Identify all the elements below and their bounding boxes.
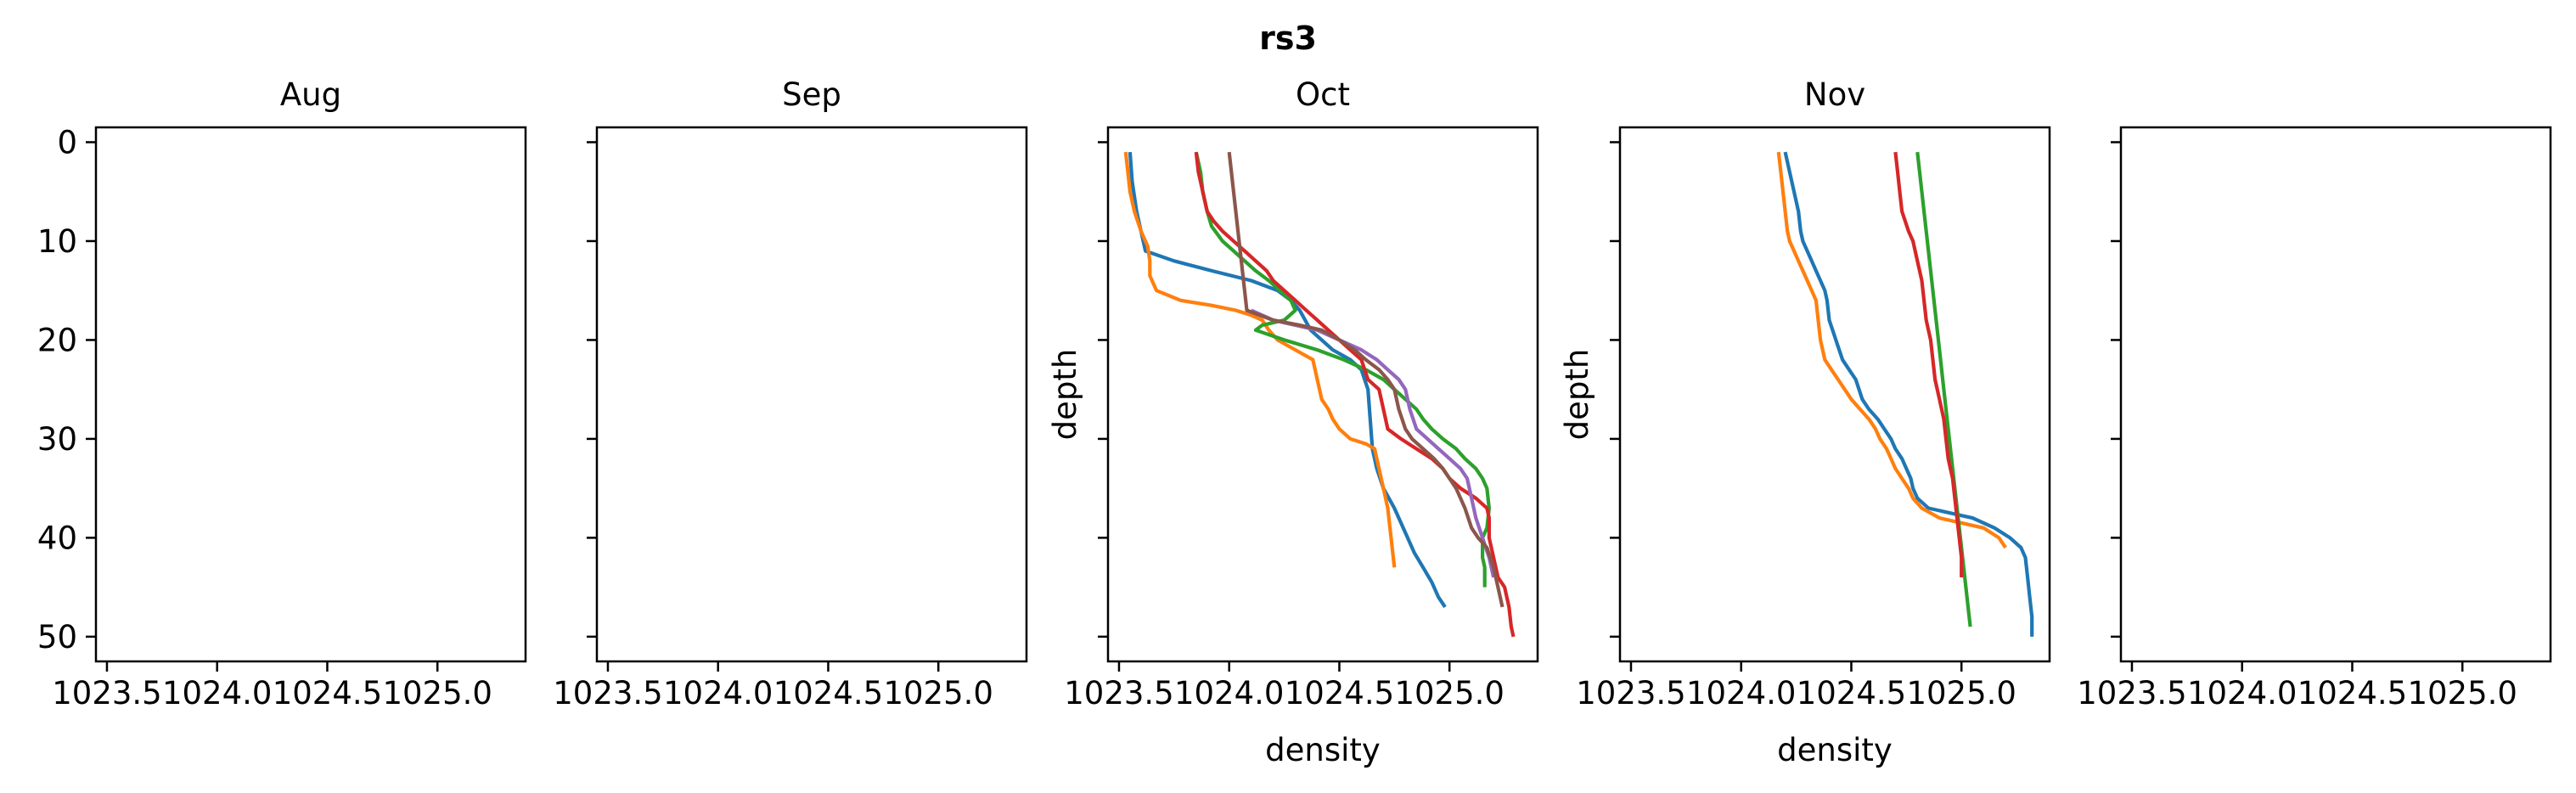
x-tick-label: 1024.0 xyxy=(2187,675,2297,711)
y-tick-label: 10 xyxy=(37,223,77,260)
y-tick-label: 50 xyxy=(37,619,77,655)
y-tick-label: 20 xyxy=(37,322,77,358)
panel-3: 1023.5 1024.0 1024.5 1025.0 Oct density depth xyxy=(1047,76,1539,768)
axes-frame xyxy=(1106,126,1539,663)
series-line-4 xyxy=(1194,151,1516,638)
series-line-2 xyxy=(1123,151,1397,568)
y-tick-label: 30 xyxy=(37,421,77,458)
series-line-3 xyxy=(1194,151,1491,588)
axes-frame xyxy=(2119,126,2552,663)
figure-title: rs3 xyxy=(1259,20,1317,57)
x-tick-label: 1024.0 xyxy=(1174,675,1284,711)
x-tick-label: 1024.5 xyxy=(773,675,883,711)
panel-2: 1023.5 1024.0 1024.5 1025.0 Sep xyxy=(553,76,1028,711)
y-tick-label: 0 xyxy=(57,124,77,160)
x-tick-label: 1023.5 xyxy=(52,675,161,711)
series-line-1 xyxy=(1783,151,2034,637)
x-tick-label: 1025.0 xyxy=(2407,675,2517,711)
series-line-1 xyxy=(1128,151,1447,609)
x-tick-label: 1023.5 xyxy=(2077,675,2186,711)
x-tick-label: 1025.0 xyxy=(382,675,492,711)
x-tick-label: 1024.5 xyxy=(273,675,382,711)
panel-title: Aug xyxy=(280,76,341,113)
x-tick-label: 1024.5 xyxy=(2298,675,2407,711)
panel-title: Nov xyxy=(1804,76,1865,113)
axes-frame xyxy=(94,126,527,663)
y-axis-label: depth xyxy=(1559,349,1595,441)
axes-frame xyxy=(595,126,1028,663)
series-line-2 xyxy=(1776,151,2007,549)
axes-frame xyxy=(1618,126,2051,663)
series-line-6 xyxy=(1227,151,1505,608)
x-tick-label: 1024.5 xyxy=(1285,675,1394,711)
x-tick-label: 1023.5 xyxy=(553,675,662,711)
panel-1: 1023.5 1024.0 1024.5 1025.0 0 10 20 30 40 50 Aug xyxy=(37,76,527,711)
x-tick-label: 1023.5 xyxy=(1064,675,1173,711)
panel-title: Oct xyxy=(1296,76,1350,113)
x-tick-label: 1025.0 xyxy=(1906,675,2016,711)
x-tick-label: 1023.5 xyxy=(1576,675,1685,711)
x-tick-label: 1025.0 xyxy=(883,675,993,711)
panel-5: 1023.5 1024.0 1024.5 1025.0 xyxy=(2077,126,2552,711)
panel-title: Sep xyxy=(782,76,841,113)
x-tick-label: 1024.5 xyxy=(1797,675,1906,711)
x-axis-label: density xyxy=(1265,732,1381,768)
x-tick-label: 1024.0 xyxy=(162,675,272,711)
x-axis-label: density xyxy=(1777,732,1893,768)
series-line-4 xyxy=(1893,151,1964,577)
x-tick-label: 1024.0 xyxy=(1686,675,1796,711)
panel-4: 1023.5 1024.0 1024.5 1025.0 Nov density depth xyxy=(1559,76,2051,768)
y-axis-label: depth xyxy=(1047,349,1083,441)
y-tick-label: 40 xyxy=(37,520,77,556)
x-tick-label: 1024.0 xyxy=(663,675,773,711)
x-tick-label: 1025.0 xyxy=(1394,675,1504,711)
